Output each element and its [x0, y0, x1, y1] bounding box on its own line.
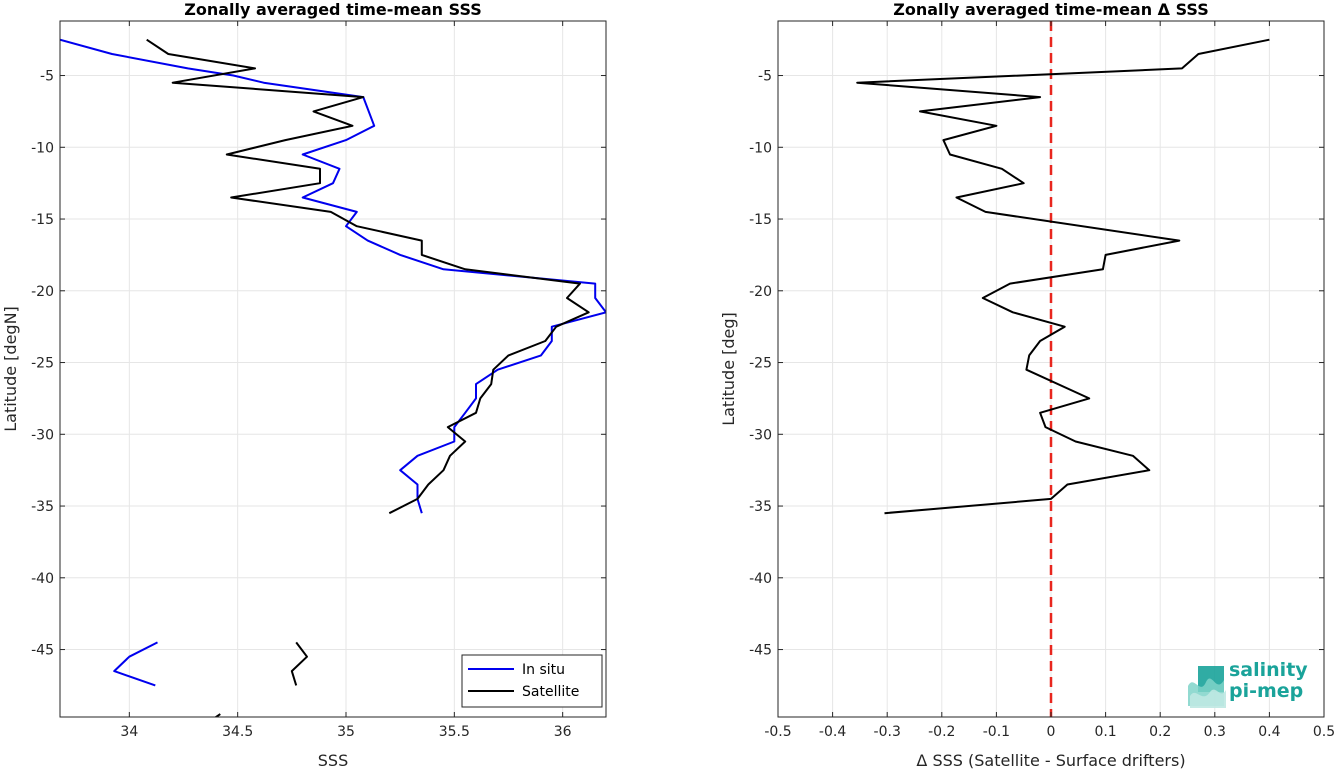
x-axis-label: Δ SSS (Satellite - Surface drifters): [916, 751, 1185, 769]
y-tick-label: -45: [31, 643, 54, 659]
series-line-segment: [113, 641, 158, 687]
series-line-segment: [146, 38, 590, 515]
x-tick-label: 34: [120, 724, 138, 740]
y-tick-label: -25: [749, 356, 772, 372]
legend-box: [461, 654, 603, 708]
y-tick-label: -5: [40, 69, 54, 85]
y-tick-label: -5: [758, 69, 772, 85]
x-tick-label: 0.2: [1149, 724, 1171, 740]
legend-label: In situ: [522, 662, 565, 678]
y-tick-label: -20: [749, 284, 772, 300]
x-tick-label: -0.2: [928, 724, 955, 740]
y-tick-label: -15: [749, 212, 772, 228]
x-tick-label: 0.3: [1204, 724, 1226, 740]
x-axis-label: SSS: [318, 751, 348, 769]
y-tick-label: -30: [31, 427, 54, 443]
chart-title: Zonally averaged time-mean SSS: [184, 0, 482, 19]
x-tick-label: 34.5: [222, 724, 253, 740]
y-tick-label: -45: [749, 643, 772, 659]
y-tick-label: -25: [31, 356, 54, 372]
logo-wave-icon: [1188, 666, 1226, 708]
series-delta-sss: [856, 38, 1270, 515]
x-tick-label: -0.4: [819, 724, 846, 740]
y-tick-label: -15: [31, 212, 54, 228]
x-tick-label: -0.3: [874, 724, 901, 740]
x-tick-label: 36: [554, 724, 572, 740]
y-tick-label: -40: [31, 571, 54, 587]
y-tick-label: -40: [749, 571, 772, 587]
y-tick-label: -35: [749, 499, 772, 515]
y-tick-label: -10: [31, 140, 54, 156]
series-line-segment: [214, 713, 221, 717]
logo-text-line2: pi-mep: [1229, 680, 1304, 702]
legend-label: Satellite: [522, 684, 579, 700]
x-tick-label: 35: [337, 724, 355, 740]
x-tick-label: 0.5: [1313, 724, 1335, 740]
series-line-segment: [290, 641, 308, 686]
x-tick-label: -0.5: [764, 724, 791, 740]
chart-title: Zonally averaged time-mean Δ SSS: [893, 0, 1209, 19]
y-axis-label: Latitude [degN]: [1, 306, 20, 432]
series-satellite: [146, 38, 590, 717]
y-tick-label: -35: [31, 499, 54, 515]
logo-text-line1: salinity: [1229, 659, 1308, 681]
axes-frame: [59, 20, 607, 718]
x-tick-label: 0: [1047, 724, 1056, 740]
y-tick-label: -30: [749, 427, 772, 443]
salinity-pi-mep-logo: salinity pi-mep: [1186, 656, 1316, 712]
y-axis-label: Latitude [deg]: [719, 312, 738, 426]
x-tick-label: -0.1: [983, 724, 1010, 740]
legend: In situ Satellite: [461, 654, 603, 708]
x-tick-label: 35.5: [439, 724, 470, 740]
x-tick-label: 0.4: [1258, 724, 1280, 740]
series-line-segment: [856, 38, 1270, 515]
x-tick-label: 0.1: [1094, 724, 1116, 740]
y-tick-label: -20: [31, 284, 54, 300]
y-tick-label: -10: [749, 140, 772, 156]
